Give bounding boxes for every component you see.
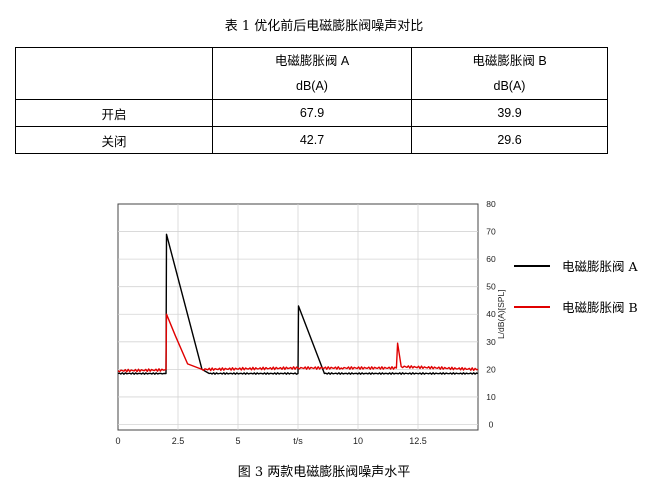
x-tick-label: 12.5 (409, 436, 427, 446)
cell-valve-a-value: 42.7 (212, 126, 412, 154)
table-header-row: 电磁膨胀阀 A dB(A) 电磁膨胀阀 B dB(A) (15, 47, 608, 100)
series-line-valve-b (117, 313, 479, 373)
legend-label-valve-a: 电磁膨胀阀 A (562, 259, 638, 274)
comparison-table: 电磁膨胀阀 A dB(A) 电磁膨胀阀 B dB(A) 开启 67.9 39.9… (15, 47, 608, 154)
header-valve-a-unit: dB(A) (296, 78, 328, 93)
header-valve-b-name: 电磁膨胀阀 B (472, 53, 547, 68)
y-tick-label: 40 (486, 309, 496, 319)
y-tick-label: 60 (486, 254, 496, 264)
x-tick-label: t/s (293, 436, 303, 446)
table-row: 开启 67.9 39.9 (15, 99, 608, 127)
figure-caption: 图 3 两款电磁膨胀阀噪声水平 (237, 465, 411, 480)
x-tick-label: 5 (235, 436, 240, 446)
header-cell-empty (15, 47, 213, 100)
x-tick-label: 2.5 (172, 436, 185, 446)
y-tick-label: 20 (486, 364, 496, 374)
y-tick-label: 70 (486, 227, 496, 237)
cell-valve-b-value: 29.6 (411, 126, 608, 154)
header-cell-valve-b: 电磁膨胀阀 B dB(A) (411, 47, 608, 100)
y-tick-label: 50 (486, 282, 496, 292)
legend-swatch-valve-b (514, 306, 550, 308)
y-tick-label: 0 (489, 419, 494, 429)
header-valve-a-name: 电磁膨胀阀 A (274, 53, 350, 68)
header-valve-b-unit: dB(A) (493, 78, 526, 93)
legend-swatch-valve-a (514, 265, 550, 267)
y-tick-label: 80 (486, 199, 496, 209)
row-label: 开启 (15, 99, 213, 127)
table-title: 表 1 优化前后电磁膨胀阀噪声对比 (224, 19, 424, 34)
y-axis-label: L/dB(A)[SPL] (496, 289, 506, 339)
noise-chart: 0 2.5 5 t/s 10 12.5 0 10 20 30 40 50 60 70 80 L/dB(A)[S… (100, 198, 540, 458)
table-row: 关闭 42.7 29.6 (15, 126, 608, 154)
x-tick-label: 0 (115, 436, 120, 446)
header-cell-valve-a: 电磁膨胀阀 A dB(A) (212, 47, 412, 100)
row-label: 关闭 (15, 126, 213, 154)
y-tick-label: 10 (486, 392, 496, 402)
cell-valve-b-value: 39.9 (411, 99, 608, 127)
y-tick-label: 30 (486, 337, 496, 347)
legend-label-valve-b: 电磁膨胀阀 B (562, 300, 638, 315)
noise-chart-svg: 0 2.5 5 t/s 10 12.5 0 10 20 30 40 50 60 70 80 L/dB(A)[S… (115, 199, 506, 446)
cell-valve-a-value: 67.9 (212, 99, 412, 127)
x-tick-label: 10 (353, 436, 363, 446)
